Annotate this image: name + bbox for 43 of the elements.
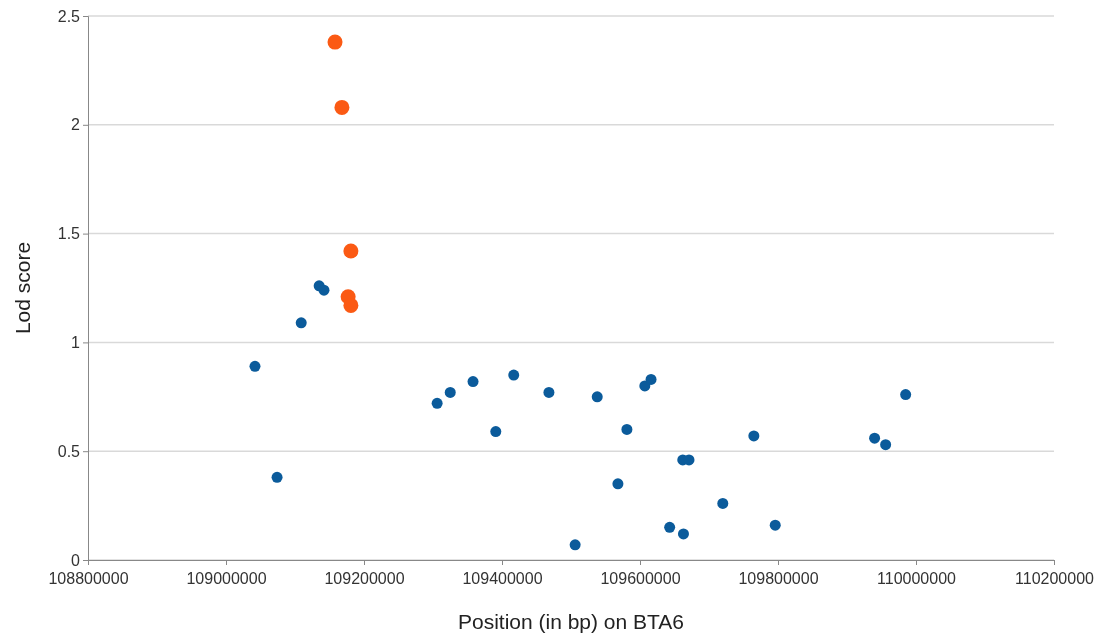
point [569, 539, 581, 551]
point [327, 34, 343, 50]
point [271, 471, 283, 483]
y-axis-title: Lod score [11, 241, 34, 335]
point [677, 528, 689, 540]
point [645, 373, 657, 385]
point [880, 439, 892, 451]
x-tick-label: 110200000 [1015, 570, 1095, 587]
point [900, 389, 912, 401]
point [318, 284, 330, 296]
point [490, 426, 502, 438]
point [343, 243, 359, 259]
y-tick-label: 1 [71, 334, 81, 352]
x-tick-label: 108800000 [48, 570, 129, 587]
y-tick-label: 0.5 [57, 442, 81, 460]
point [717, 497, 729, 509]
y-tick-label: 2.5 [57, 7, 81, 25]
point [769, 519, 781, 531]
point [508, 369, 520, 381]
y-tick-label: 1.5 [57, 225, 81, 243]
point [621, 423, 633, 435]
point [612, 478, 624, 490]
point [664, 521, 676, 533]
y-tick-label: 2 [71, 116, 81, 134]
y-tick-label: 0 [71, 551, 81, 569]
x-tick-label: 109400000 [462, 570, 543, 587]
x-tick-label: 109200000 [324, 570, 405, 587]
point [343, 297, 359, 313]
point [249, 360, 261, 372]
point [334, 99, 350, 115]
x-tick-label: 109000000 [186, 570, 267, 587]
x-tick-label: 109600000 [600, 570, 681, 587]
point [869, 432, 881, 444]
point [748, 430, 760, 442]
point [591, 391, 603, 403]
point [543, 386, 555, 398]
point [467, 376, 479, 388]
point [295, 317, 307, 329]
point [431, 397, 443, 409]
x-tick-label: 110000000 [877, 570, 957, 587]
x-tick-label: 109800000 [738, 570, 819, 587]
x-axis-title: Position (in bp) on BTA6 [457, 610, 685, 633]
point [444, 386, 456, 398]
